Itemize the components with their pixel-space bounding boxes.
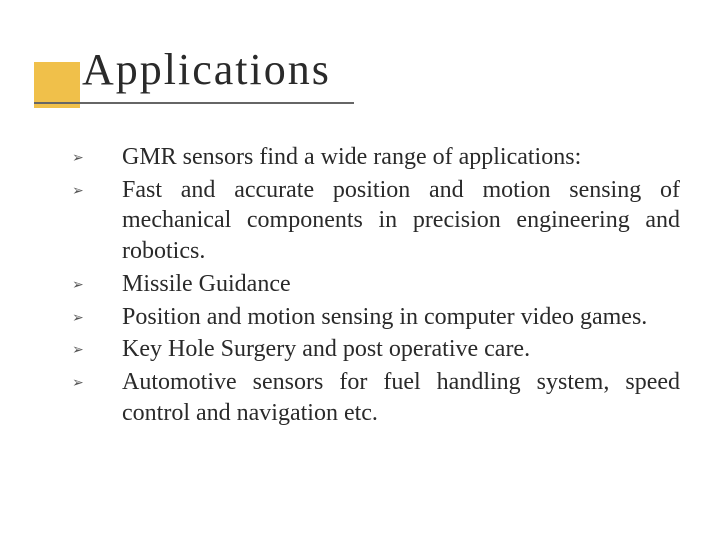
bullet-text: Missile Guidance <box>122 269 680 300</box>
list-item: ➢ Key Hole Surgery and post operative ca… <box>66 334 680 365</box>
bullet-icon: ➢ <box>66 269 122 294</box>
bullet-text: Automotive sensors for fuel handling sys… <box>122 367 680 428</box>
title-underline <box>34 102 354 104</box>
bullet-text: GMR sensors find a wide range of applica… <box>122 142 680 173</box>
bullet-icon: ➢ <box>66 334 122 359</box>
bullet-text: Fast and accurate position and motion se… <box>122 175 680 267</box>
bullet-list: ➢ GMR sensors find a wide range of appli… <box>66 142 680 430</box>
bullet-icon: ➢ <box>66 175 122 200</box>
bullet-icon: ➢ <box>66 142 122 167</box>
bullet-text: Key Hole Surgery and post operative care… <box>122 334 680 365</box>
list-item: ➢ Automotive sensors for fuel handling s… <box>66 367 680 428</box>
list-item: ➢ Fast and accurate position and motion … <box>66 175 680 267</box>
list-item: ➢ GMR sensors find a wide range of appli… <box>66 142 680 173</box>
page-title: Applications <box>82 44 331 95</box>
bullet-icon: ➢ <box>66 302 122 327</box>
bullet-text: Position and motion sensing in computer … <box>122 302 680 333</box>
list-item: ➢ Missile Guidance <box>66 269 680 300</box>
bullet-icon: ➢ <box>66 367 122 392</box>
list-item: ➢ Position and motion sensing in compute… <box>66 302 680 333</box>
